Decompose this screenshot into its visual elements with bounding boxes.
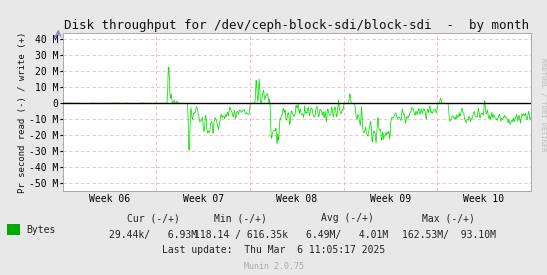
Text: Cur (-/+): Cur (-/+) <box>127 213 179 223</box>
Text: Bytes: Bytes <box>26 225 56 235</box>
Text: Min (-/+): Min (-/+) <box>214 213 267 223</box>
Text: 118.14 / 616.35k: 118.14 / 616.35k <box>194 230 288 240</box>
Y-axis label: Pr second read (-) / write (+): Pr second read (-) / write (+) <box>18 31 27 193</box>
Text: Munin 2.0.75: Munin 2.0.75 <box>243 262 304 271</box>
Text: 162.53M/  93.10M: 162.53M/ 93.10M <box>401 230 496 240</box>
Text: RRDTOOL / TOBI OETIKER: RRDTOOL / TOBI OETIKER <box>540 58 546 151</box>
Title: Disk throughput for /dev/ceph-block-sdi/block-sdi  -  by month: Disk throughput for /dev/ceph-block-sdi/… <box>64 19 529 32</box>
Text: Last update:  Thu Mar  6 11:05:17 2025: Last update: Thu Mar 6 11:05:17 2025 <box>162 245 385 255</box>
Text: Avg (-/+): Avg (-/+) <box>321 213 374 223</box>
Text: 6.49M/   4.01M: 6.49M/ 4.01M <box>306 230 388 240</box>
Text: 29.44k/   6.93M: 29.44k/ 6.93M <box>109 230 197 240</box>
Text: Max (-/+): Max (-/+) <box>422 213 475 223</box>
